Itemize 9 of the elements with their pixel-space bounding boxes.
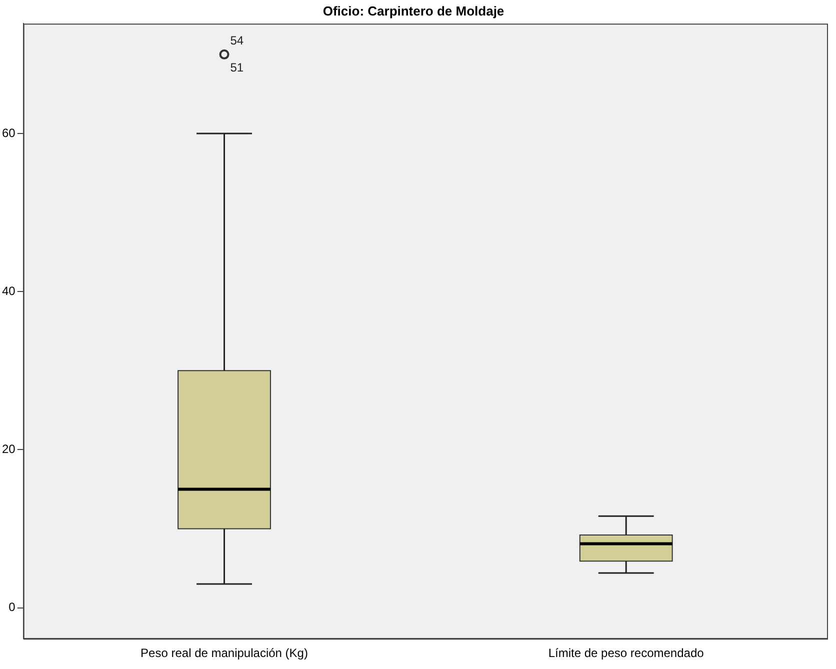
x-tick-label: Peso real de manipulación (Kg)	[140, 646, 308, 660]
y-tick-label: 0	[8, 600, 16, 614]
x-tick-label: Límite de peso recomendado	[548, 646, 704, 660]
y-tick-label: 60	[2, 126, 16, 140]
chart-title: Oficio: Carpintero de Moldaje	[322, 3, 504, 18]
annotation: 54	[230, 34, 244, 48]
annotation: 51	[230, 60, 244, 75]
y-tick-label: 40	[2, 284, 16, 298]
y-tick-label: 20	[2, 442, 16, 456]
